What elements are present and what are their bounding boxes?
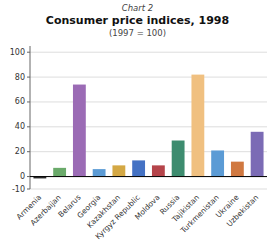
grid-line — [30, 52, 267, 53]
y-tick-label: 60 — [15, 97, 25, 106]
annotation: Chart 2 — [122, 3, 153, 13]
bar — [251, 132, 264, 177]
title: Consumer price indices, 1998 — [46, 14, 229, 27]
y-axis-line — [30, 46, 31, 189]
x-tick-label: Moldova — [133, 193, 162, 222]
bar — [231, 162, 244, 177]
bars — [33, 75, 263, 179]
bar — [152, 165, 165, 176]
grid-line — [30, 189, 267, 190]
chart-svg: Chart 2Consumer price indices, 1998(1997… — [0, 0, 275, 243]
x-axis: ArmeniaAzerbaijanBelarusGeorgiaKazakhsta… — [15, 193, 261, 242]
bar — [211, 150, 224, 176]
y-tick-label: 100 — [10, 48, 25, 57]
y-tick-label: -10 — [12, 185, 25, 194]
grid-line — [30, 77, 267, 78]
bar — [191, 75, 204, 177]
bar — [112, 165, 125, 176]
grid-line — [30, 126, 267, 127]
grid-line — [30, 176, 267, 177]
bar — [172, 141, 185, 177]
y-tick-label: 20 — [15, 147, 25, 156]
y-axis: -10 0 20 40 60 80 100 — [10, 46, 30, 194]
y-tick-label: 40 — [15, 122, 25, 131]
grid-line — [30, 101, 267, 102]
bar — [132, 160, 145, 176]
zero-line — [30, 176, 267, 177]
y-tick-label: 80 — [15, 73, 25, 82]
bar — [53, 168, 66, 177]
chart-container: Chart 2Consumer price indices, 1998(1997… — [0, 0, 275, 243]
grid — [30, 52, 267, 189]
x-tick-label: Uzbekistan — [225, 193, 261, 229]
subtitle: (1997 = 100) — [109, 28, 166, 38]
y-tick-label: 0 — [20, 172, 25, 181]
grid-line — [30, 151, 267, 152]
bar — [73, 85, 86, 177]
bar — [93, 169, 106, 176]
